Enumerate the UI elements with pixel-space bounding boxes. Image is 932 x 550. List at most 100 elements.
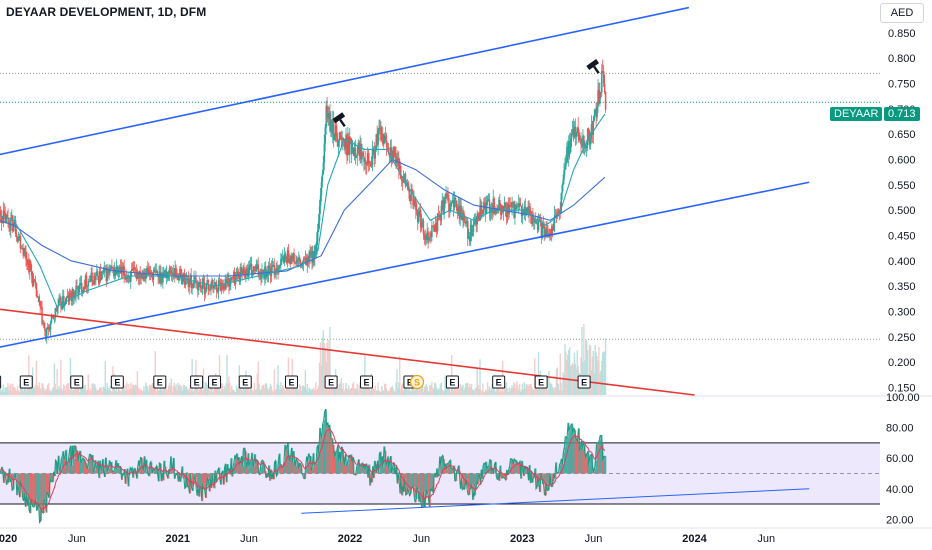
earnings-marker-label: E (212, 378, 218, 388)
rsi-histogram-bar (17, 473, 20, 485)
candle-body (538, 219, 541, 220)
candle-body (378, 128, 380, 131)
rsi-histogram-bar (136, 473, 139, 479)
candle-body (403, 173, 406, 177)
earnings-marker[interactable] (284, 375, 298, 389)
rsi-histogram-bar (494, 464, 496, 474)
candle-body (316, 240, 318, 255)
earnings-marker[interactable] (208, 375, 222, 389)
candle-body (6, 214, 8, 218)
volume-bar (515, 387, 517, 395)
last-price-tag: 0.713 (884, 107, 920, 121)
earnings-marker[interactable] (190, 375, 204, 389)
volume-bar (131, 388, 133, 395)
volume-bar (414, 390, 416, 395)
volume-bar (91, 383, 93, 395)
rsi-histogram-bar (186, 472, 189, 474)
channel-upper-line[interactable] (0, 6, 690, 160)
rsi-histogram-bar (96, 467, 98, 474)
earnings-marker[interactable] (19, 375, 33, 389)
rsi-histogram-bar (348, 459, 350, 474)
earnings-marker[interactable] (110, 375, 124, 389)
candle-body (567, 146, 569, 157)
volume-bar (235, 385, 238, 395)
volume-bar (35, 360, 38, 395)
volume-bar (514, 383, 516, 395)
candle-body (63, 295, 65, 307)
volume-bar (465, 383, 467, 395)
volume-bar (47, 384, 49, 395)
earnings-marker[interactable] (360, 375, 374, 389)
time-axis-tick: 2023 (510, 533, 534, 545)
earnings-marker[interactable] (153, 375, 167, 389)
rsi-histogram-bar (112, 471, 114, 474)
candle-body (550, 229, 552, 235)
candle-body (135, 270, 138, 279)
candle-body (557, 212, 560, 214)
split-marker[interactable] (409, 374, 425, 390)
candle-body (89, 281, 91, 282)
volume-bar (516, 381, 518, 395)
earnings-marker[interactable] (445, 375, 459, 389)
volume-bar (589, 345, 592, 395)
volume-bar (197, 386, 199, 395)
volume-bar (400, 385, 403, 395)
volume-bar (463, 390, 465, 395)
volume-bar (479, 359, 481, 395)
rsi-histogram-bar (309, 456, 311, 474)
rsi-histogram-bar (409, 473, 411, 496)
rsi-trend-line[interactable] (301, 488, 810, 514)
rsi-histogram-bar (579, 449, 581, 474)
volume-bar (339, 382, 342, 395)
volume-bar (1, 389, 4, 395)
volume-bar (386, 391, 389, 395)
candle-body (245, 268, 247, 279)
candle-body (247, 270, 249, 277)
volume-bar (257, 361, 259, 395)
candle-body (568, 141, 570, 157)
rsi-histogram-bar (75, 446, 77, 474)
candle-body (77, 287, 79, 295)
rsi-histogram-bar (97, 467, 99, 474)
volume-bar (248, 383, 250, 395)
volume-bar (209, 390, 211, 395)
candle-body (569, 138, 572, 153)
candle-body (537, 219, 540, 230)
candle-body (368, 162, 371, 163)
earnings-marker[interactable] (324, 375, 338, 389)
candle-body (82, 286, 85, 291)
volume-bar (566, 360, 568, 395)
earnings-marker[interactable] (577, 375, 591, 389)
candle-body (233, 272, 236, 285)
candle-body (338, 132, 341, 141)
earnings-marker[interactable] (492, 375, 506, 389)
volume-bar (123, 385, 125, 395)
candle-body (574, 126, 577, 138)
earnings-marker[interactable] (70, 375, 84, 389)
rsi-histogram-bar (336, 450, 339, 474)
downtrend-line[interactable] (0, 306, 695, 396)
volume-bar (67, 383, 70, 395)
volume-bar (253, 382, 256, 395)
volume-bar (470, 383, 473, 395)
rsi-histogram-bar (104, 473, 107, 477)
rsi-histogram-bar (407, 473, 410, 489)
volume-bar (89, 388, 91, 395)
rsi-histogram-bar (517, 462, 519, 474)
rsi-histogram-bar (108, 468, 110, 474)
rsi-histogram-bar (256, 459, 259, 474)
volume-bar (157, 389, 159, 395)
earnings-marker[interactable] (238, 375, 252, 389)
candle-body (408, 189, 411, 199)
volume-bar (256, 373, 258, 395)
volume-bar (518, 384, 521, 395)
candle-body (155, 270, 158, 273)
volume-bar (437, 389, 440, 395)
rsi-histogram-bar (316, 463, 318, 474)
earnings-marker[interactable] (0, 375, 2, 389)
volume-bar (98, 387, 101, 395)
currency-button[interactable]: AED (880, 3, 924, 23)
earnings-marker[interactable] (534, 375, 548, 389)
rsi-histogram-bar (501, 473, 503, 477)
